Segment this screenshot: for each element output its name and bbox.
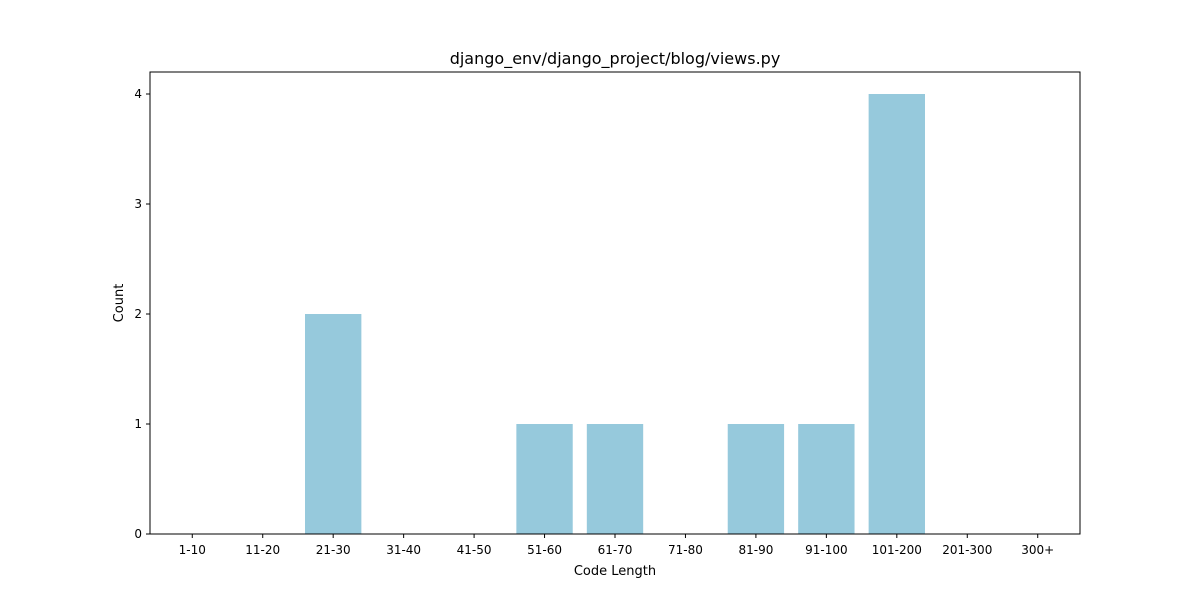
y-tick-label: 0	[134, 527, 142, 541]
x-tick-label: 91-100	[805, 543, 848, 557]
y-tick-label: 3	[134, 197, 142, 211]
y-axis: 0 1 2 3 4	[134, 87, 150, 541]
x-tick-label: 300+	[1021, 543, 1054, 557]
y-axis-label: Count	[112, 284, 127, 323]
x-tick-label: 61-70	[598, 543, 633, 557]
x-tick-label: 1-10	[179, 543, 206, 557]
bar-101-200	[868, 94, 925, 534]
x-tick-label: 101-200	[872, 543, 922, 557]
x-axis-label: Code Length	[574, 564, 656, 579]
bars-group	[305, 94, 925, 534]
x-tick-label: 21-30	[316, 543, 351, 557]
x-axis: 1-10 11-20 21-30 31-40 41-50 51-60 61-70 71-80 8…	[179, 534, 1054, 557]
bar-91-100	[798, 424, 855, 534]
bar-21-30	[305, 314, 362, 534]
y-tick-label: 4	[134, 87, 142, 101]
bar-51-60	[516, 424, 573, 534]
bar-81-90	[727, 424, 785, 534]
y-tick-label: 1	[134, 417, 142, 431]
chart-title: django_env/django_project/blog/views.py	[450, 49, 781, 69]
bar-61-70	[586, 424, 644, 534]
x-tick-label: 11-20	[245, 543, 280, 557]
x-tick-label: 31-40	[386, 543, 421, 557]
x-tick-label: 201-300	[942, 543, 992, 557]
x-tick-label: 41-50	[457, 543, 492, 557]
y-tick-label: 2	[134, 307, 142, 321]
x-tick-label: 71-80	[668, 543, 703, 557]
x-tick-label: 51-60	[527, 543, 562, 557]
x-tick-label: 81-90	[738, 543, 773, 557]
